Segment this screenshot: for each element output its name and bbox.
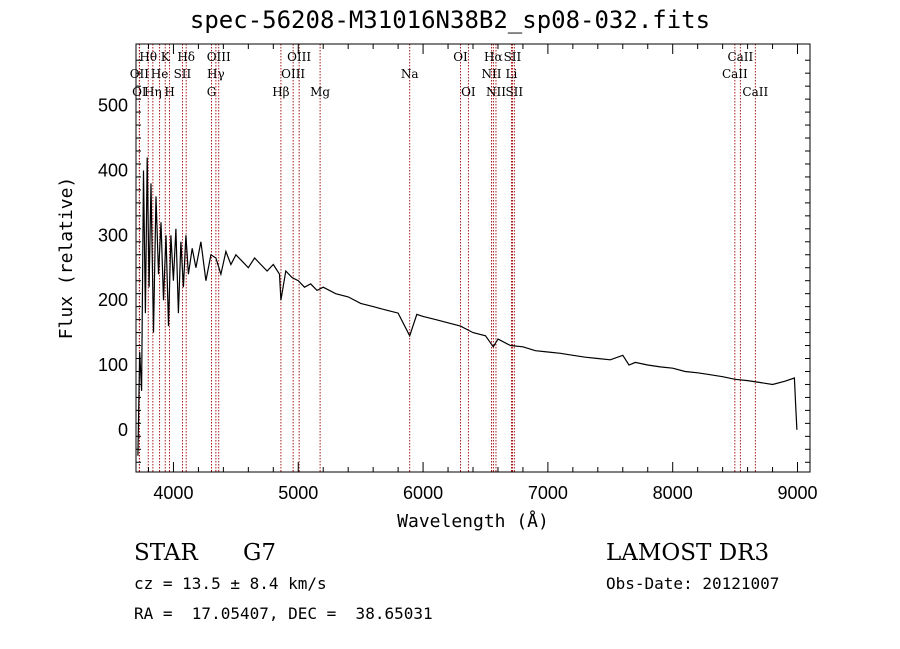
line-label-3: OIII [207,50,231,64]
line-label-6: Hα [484,50,503,64]
line-label-15: NII [481,67,501,81]
x-axis-label: Wavelength (Å) [397,510,549,532]
y-ticks: 0 100 200 300 400 500 [98,59,810,463]
y-axis-label: Flux (relative) [56,177,77,340]
line-label-2: Hδ [177,50,195,64]
survey-name: LAMOST DR3 [606,540,770,566]
line-label-0: Hθ [139,50,157,64]
flux-series-line [137,157,798,456]
line-label-14: Na [401,67,419,81]
line-label-19: Hη [144,85,162,99]
line-label-11: SII [174,67,192,81]
object-class: STAR [134,540,198,566]
y-tick-label-300: 300 [98,225,128,245]
plot-frame [135,43,811,473]
y-tick-label-200: 200 [98,290,128,310]
ra-dec: RA = 17.05407, DEC = 38.65031 [134,604,433,623]
chart-title: spec-56208-M31016N38B2_sp08-032.fits [189,6,711,34]
x-tick-label-7000: 7000 [528,483,568,503]
x-tick-label-4000: 4000 [153,483,193,503]
line-label-24: OI [461,85,476,99]
line-label-10: He [151,67,169,81]
object-subclass: G7 [243,540,277,566]
line-label-20: H [164,85,174,99]
line-label-26: SII [505,85,523,99]
line-label-7: SII [504,50,522,64]
x-tick-label-9000: 9000 [777,483,817,503]
x-tick-label-5000: 5000 [278,483,318,503]
line-label-12: Hγ [207,67,225,81]
line-label-25: NII [486,85,506,99]
line-label-21: G [207,85,217,99]
x-ticks: 4000 5000 6000 7000 8000 9000 [147,44,818,503]
redshift-cz: cz = 13.5 ± 8.4 km/s [134,574,327,593]
line-label-9: OII [130,67,150,81]
line-label-17: CaII [722,67,748,81]
line-label-23: Mg [310,85,330,99]
y-tick-label-500: 500 [98,96,128,116]
line-label-8: CaII [727,50,753,64]
line-label-27: CaII [742,85,768,99]
observation-date: Obs-Date: 20121007 [606,574,780,593]
line-label-22: Hβ [272,85,289,99]
line-label-5: OI [453,50,468,64]
line-label-16: Li [506,67,518,81]
line-label-1: K [161,50,171,64]
y-tick-label-0: 0 [118,420,128,440]
line-label-4: OIII [287,50,311,64]
y-tick-label-100: 100 [98,355,128,375]
y-tick-label-400: 400 [98,160,128,180]
x-tick-label-6000: 6000 [403,483,443,503]
line-label-13: OIII [281,67,305,81]
line-markers [138,44,756,472]
x-tick-label-8000: 8000 [653,483,693,503]
